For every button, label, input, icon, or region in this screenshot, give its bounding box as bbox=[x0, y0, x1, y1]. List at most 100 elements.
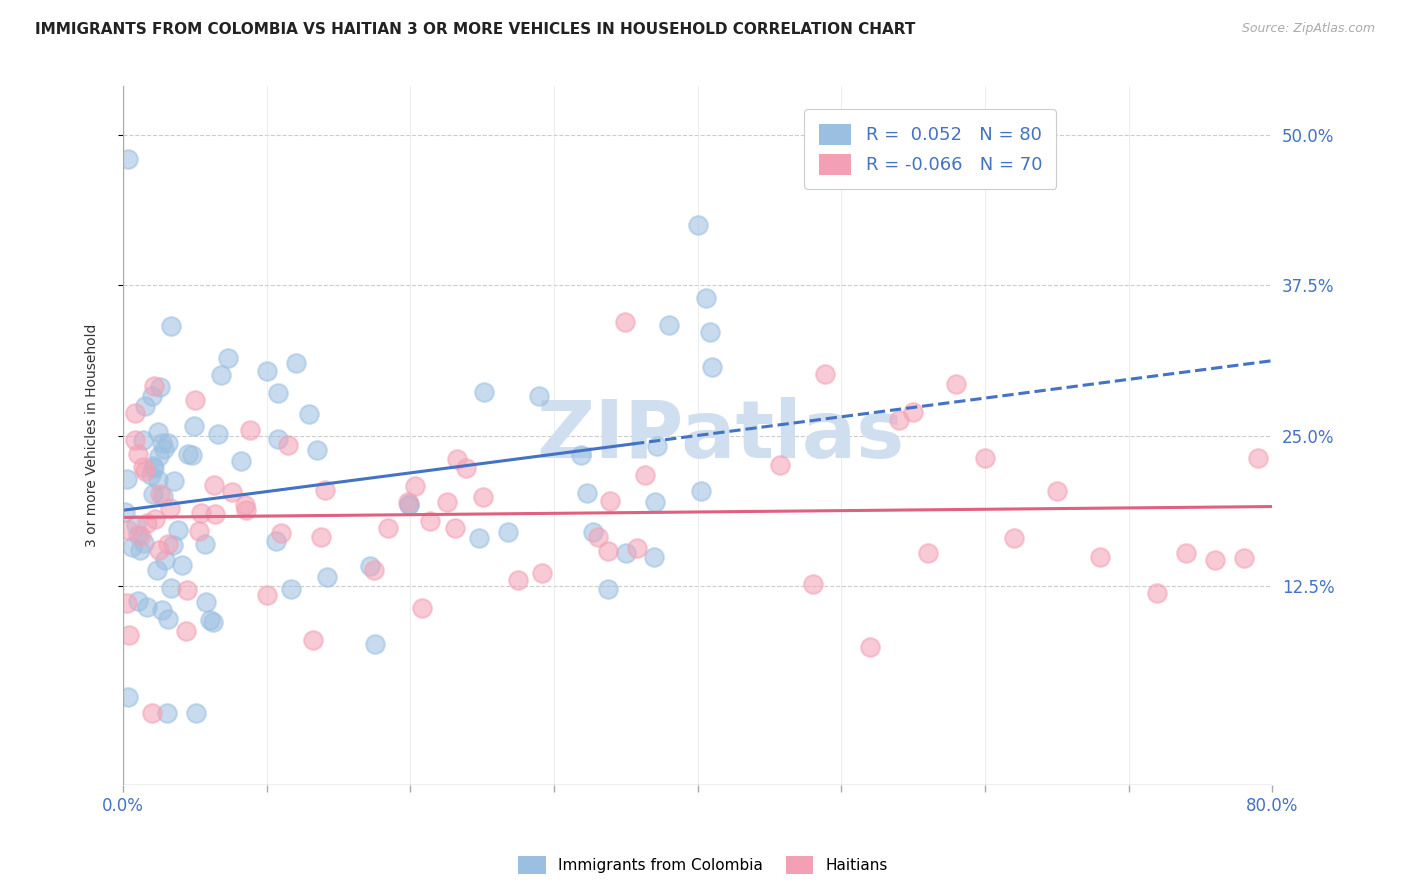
Point bbox=[363, 563, 385, 577]
Point bbox=[1233, 550, 1256, 565]
Point bbox=[614, 546, 637, 560]
Point bbox=[769, 458, 792, 473]
Point bbox=[531, 566, 554, 580]
Point bbox=[814, 367, 837, 381]
Point bbox=[121, 540, 143, 554]
Point bbox=[163, 474, 186, 488]
Legend: R =  0.052   N = 80, R = -0.066   N = 70: R = 0.052 N = 80, R = -0.066 N = 70 bbox=[804, 110, 1056, 189]
Point bbox=[569, 448, 592, 462]
Point bbox=[377, 521, 399, 535]
Point bbox=[436, 494, 458, 508]
Point bbox=[146, 563, 169, 577]
Point bbox=[132, 460, 155, 475]
Point bbox=[496, 524, 519, 539]
Point bbox=[658, 318, 681, 332]
Point bbox=[183, 393, 205, 408]
Point bbox=[644, 495, 666, 509]
Point bbox=[127, 594, 149, 608]
Point bbox=[174, 624, 197, 639]
Point bbox=[472, 385, 495, 400]
Point bbox=[176, 583, 198, 598]
Point bbox=[887, 413, 910, 427]
Point bbox=[472, 491, 495, 505]
Point bbox=[153, 553, 176, 567]
Point bbox=[181, 448, 204, 462]
Point bbox=[159, 500, 181, 515]
Point bbox=[1175, 546, 1198, 560]
Point bbox=[156, 612, 179, 626]
Text: Source: ZipAtlas.com: Source: ZipAtlas.com bbox=[1241, 22, 1375, 36]
Point bbox=[150, 602, 173, 616]
Point bbox=[285, 356, 308, 370]
Point bbox=[314, 483, 336, 497]
Point bbox=[596, 582, 619, 596]
Text: ZIPatlas: ZIPatlas bbox=[537, 397, 905, 475]
Point bbox=[575, 485, 598, 500]
Point bbox=[598, 544, 620, 558]
Legend: Immigrants from Colombia, Haitians: Immigrants from Colombia, Haitians bbox=[512, 850, 894, 880]
Point bbox=[124, 433, 146, 447]
Point bbox=[114, 505, 136, 519]
Point bbox=[141, 706, 163, 720]
Point bbox=[315, 570, 337, 584]
Point bbox=[136, 599, 159, 614]
Point bbox=[117, 628, 139, 642]
Point bbox=[945, 376, 967, 391]
Point bbox=[156, 435, 179, 450]
Point bbox=[1088, 549, 1111, 564]
Point bbox=[131, 529, 153, 543]
Point bbox=[134, 464, 156, 478]
Point bbox=[690, 484, 713, 499]
Point bbox=[195, 594, 218, 608]
Point bbox=[194, 537, 217, 551]
Point bbox=[582, 524, 605, 539]
Point bbox=[305, 443, 328, 458]
Point bbox=[221, 485, 243, 500]
Point bbox=[309, 530, 332, 544]
Point bbox=[186, 706, 208, 720]
Point bbox=[159, 581, 181, 595]
Point bbox=[859, 640, 882, 654]
Point bbox=[148, 425, 170, 439]
Point bbox=[686, 219, 709, 233]
Point bbox=[204, 507, 226, 521]
Point bbox=[456, 461, 478, 475]
Point bbox=[626, 541, 648, 555]
Point bbox=[117, 690, 139, 705]
Point bbox=[117, 152, 139, 166]
Point bbox=[396, 495, 419, 509]
Point bbox=[127, 528, 149, 542]
Point bbox=[1046, 483, 1069, 498]
Point bbox=[444, 521, 467, 535]
Text: IMMIGRANTS FROM COLOMBIA VS HAITIAN 3 OR MORE VEHICLES IN HOUSEHOLD CORRELATION : IMMIGRANTS FROM COLOMBIA VS HAITIAN 3 OR… bbox=[35, 22, 915, 37]
Point bbox=[148, 542, 170, 557]
Point bbox=[586, 530, 609, 544]
Point bbox=[132, 535, 155, 549]
Point bbox=[152, 489, 174, 503]
Point bbox=[1002, 531, 1025, 545]
Point bbox=[298, 407, 321, 421]
Point bbox=[801, 576, 824, 591]
Point bbox=[142, 378, 165, 392]
Point bbox=[150, 435, 173, 450]
Point bbox=[167, 523, 190, 537]
Point bbox=[155, 706, 177, 720]
Point bbox=[128, 543, 150, 558]
Point bbox=[277, 438, 299, 452]
Point bbox=[614, 314, 637, 328]
Point bbox=[419, 515, 441, 529]
Point bbox=[201, 615, 224, 630]
Point bbox=[157, 537, 180, 551]
Point bbox=[117, 523, 139, 537]
Point bbox=[239, 423, 262, 437]
Point bbox=[134, 400, 156, 414]
Point bbox=[1146, 586, 1168, 600]
Point bbox=[411, 600, 433, 615]
Point bbox=[398, 499, 420, 513]
Point bbox=[404, 478, 426, 492]
Point bbox=[256, 364, 278, 378]
Point bbox=[229, 454, 252, 468]
Point bbox=[599, 493, 621, 508]
Point bbox=[643, 550, 665, 565]
Y-axis label: 3 or more Vehicles in Household: 3 or more Vehicles in Household bbox=[86, 324, 100, 548]
